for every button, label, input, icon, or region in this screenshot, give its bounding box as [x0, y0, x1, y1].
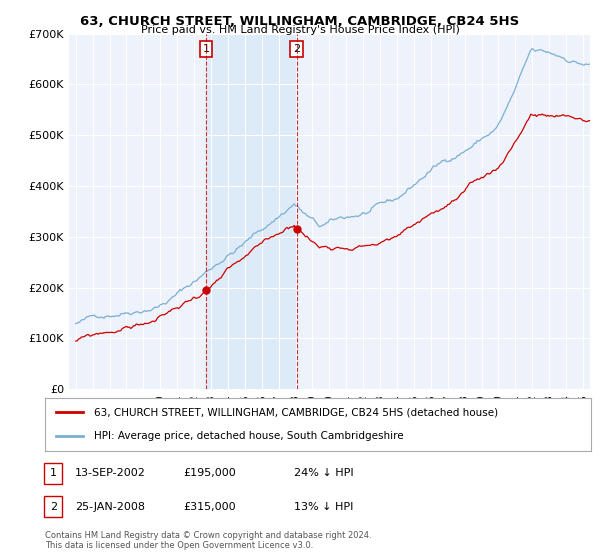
Text: This data is licensed under the Open Government Licence v3.0.: This data is licensed under the Open Gov… — [45, 541, 313, 550]
Text: 1: 1 — [50, 468, 57, 478]
Text: 13% ↓ HPI: 13% ↓ HPI — [294, 502, 353, 512]
Text: 24% ↓ HPI: 24% ↓ HPI — [294, 468, 353, 478]
Bar — [206, 34, 296, 389]
Text: Price paid vs. HM Land Registry's House Price Index (HPI): Price paid vs. HM Land Registry's House … — [140, 25, 460, 35]
Text: Contains HM Land Registry data © Crown copyright and database right 2024.: Contains HM Land Registry data © Crown c… — [45, 531, 371, 540]
Text: 63, CHURCH STREET, WILLINGHAM, CAMBRIDGE, CB24 5HS (detached house): 63, CHURCH STREET, WILLINGHAM, CAMBRIDGE… — [94, 408, 498, 418]
Text: 2: 2 — [50, 502, 57, 512]
Text: £315,000: £315,000 — [183, 502, 236, 512]
Text: 13-SEP-2002: 13-SEP-2002 — [75, 468, 146, 478]
Text: 63, CHURCH STREET, WILLINGHAM, CAMBRIDGE, CB24 5HS: 63, CHURCH STREET, WILLINGHAM, CAMBRIDGE… — [80, 15, 520, 27]
Text: HPI: Average price, detached house, South Cambridgeshire: HPI: Average price, detached house, Sout… — [94, 431, 404, 441]
Text: 1: 1 — [203, 44, 209, 54]
Text: 25-JAN-2008: 25-JAN-2008 — [75, 502, 145, 512]
Text: £195,000: £195,000 — [183, 468, 236, 478]
Text: 2: 2 — [293, 44, 300, 54]
